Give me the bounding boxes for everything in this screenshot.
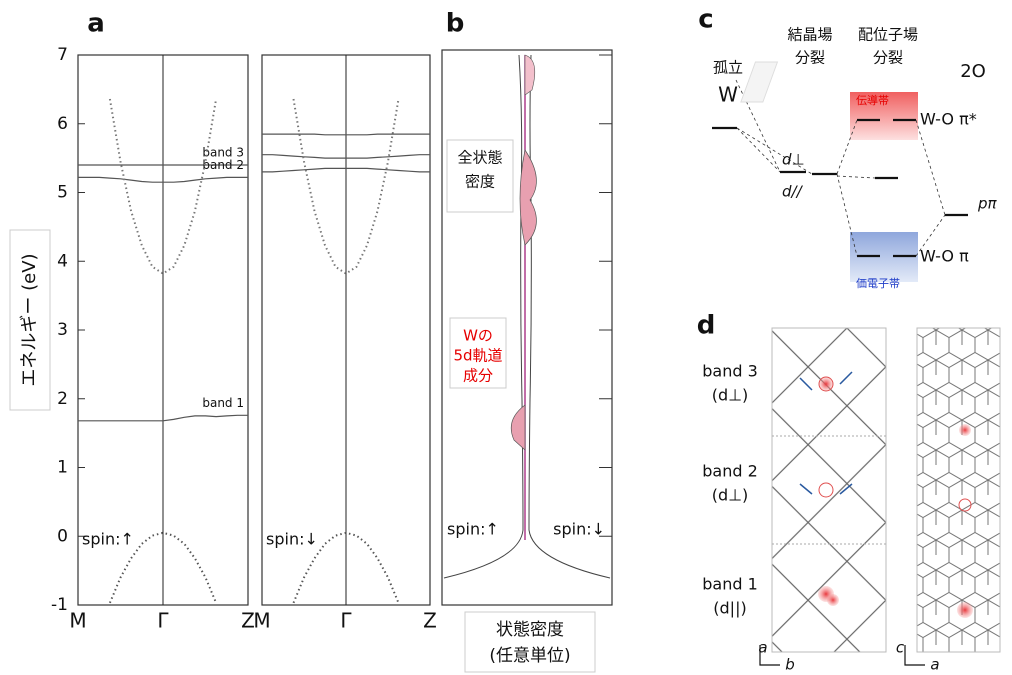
- level-label: 配位子場: [858, 26, 918, 44]
- spin-label: spin:↓: [553, 520, 605, 539]
- y-axis-label: エネルギー (eV): [19, 253, 40, 386]
- panel-label: c: [698, 5, 713, 35]
- panel-label: d: [697, 311, 716, 341]
- x-axis-label: (任意単位): [489, 646, 570, 666]
- band-line: [262, 134, 430, 135]
- row-label: (d||): [713, 599, 746, 618]
- level-label: d//: [782, 183, 804, 201]
- band-label: band 2: [202, 158, 244, 172]
- level-label: 結晶場: [787, 26, 832, 44]
- y-tick-label: 7: [57, 45, 68, 65]
- level-label: 分裂: [873, 49, 903, 67]
- spin-label: spin:↑: [82, 530, 134, 549]
- x-tick-label: Γ: [157, 609, 169, 633]
- band-label: 伝導帯: [856, 93, 889, 107]
- row-label: band 1: [702, 575, 758, 594]
- lattice-images: [760, 328, 1000, 665]
- dos-label: 密度: [465, 173, 495, 191]
- x-tick-label: Z: [423, 609, 437, 633]
- figure: a b c d エネルギー (eV) 全状態 密度 Wの 5d軌道 成分 spi…: [0, 0, 1012, 675]
- dos-curves: [444, 55, 610, 578]
- row-label: band 3: [702, 362, 758, 381]
- y-tick-label: 0: [57, 526, 68, 546]
- level-label: 2O: [960, 61, 986, 82]
- dos-label: 全状態: [457, 149, 502, 167]
- row-label: (d⊥): [712, 486, 749, 505]
- axis-label: a: [930, 656, 939, 674]
- panel-label: a: [87, 9, 105, 39]
- y-tick-label: 3: [57, 320, 68, 340]
- y-tick-label: 2: [57, 389, 68, 409]
- y-tick-label: -1: [51, 595, 68, 615]
- level-label: 孤立: [713, 59, 743, 77]
- axis-label: c: [896, 639, 905, 657]
- level-label: W-O π: [920, 247, 969, 266]
- spin-label: spin:↓: [266, 530, 318, 549]
- y-tick-label: 1: [57, 458, 68, 478]
- x-tick-label: Γ: [340, 609, 352, 633]
- level-label: 分裂: [795, 49, 825, 67]
- axis-label: a: [758, 639, 767, 657]
- x-axis-label: 状態密度: [496, 620, 564, 640]
- level-label: d⊥: [782, 151, 805, 169]
- row-label: (d⊥): [712, 386, 749, 405]
- level-label: W: [718, 83, 738, 107]
- w5d-label: Wの: [463, 327, 493, 345]
- spin-label: spin:↑: [447, 520, 499, 539]
- x-tick-label: M: [69, 609, 86, 633]
- row-label: band 2: [702, 462, 758, 481]
- level-label: W-O π*: [920, 110, 977, 129]
- x-tick-label: M: [253, 609, 270, 633]
- y-tick-label: 6: [57, 114, 68, 134]
- panel-label: b: [446, 9, 465, 39]
- band-label: 価電子帯: [856, 277, 900, 290]
- y-tick-label: 4: [57, 251, 68, 271]
- level-label: pπ: [977, 195, 998, 213]
- band-label: band 1: [202, 396, 244, 410]
- y-tick-label: 5: [57, 183, 68, 203]
- w5d-label: 成分: [463, 367, 493, 385]
- w5d-label: 5d軌道: [453, 347, 502, 365]
- axis-label: b: [785, 656, 795, 674]
